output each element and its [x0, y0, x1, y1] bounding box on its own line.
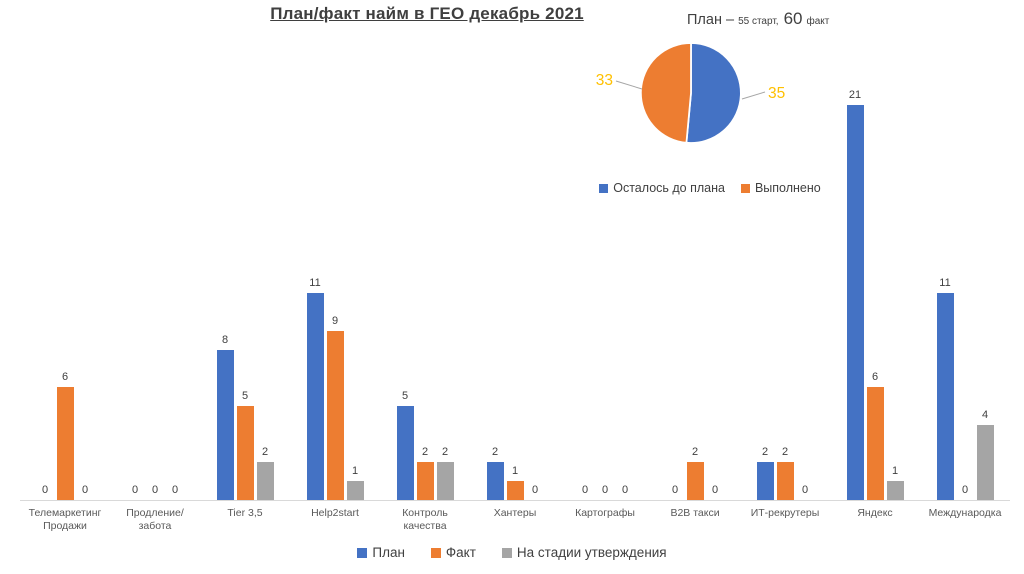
leader-line: [741, 91, 766, 100]
bar-value-label: 0: [961, 484, 969, 496]
legend-label: План: [372, 545, 405, 560]
legend-item: На стадии утверждения: [501, 545, 667, 560]
bar-value-label: 21: [848, 89, 862, 101]
pie-slice-0: [685, 42, 742, 144]
bar: [216, 350, 234, 500]
bar: [936, 293, 954, 500]
pie-title: План –55 старт, 60 факт: [687, 9, 829, 29]
chart-title: План/факт найм в ГЕО декабрь 2021: [270, 4, 584, 23]
pie-slice-1: [640, 42, 692, 144]
bar: [56, 387, 74, 500]
bar-value-label: 0: [171, 484, 179, 496]
legend-swatch: [357, 547, 368, 558]
bar-value-label: 6: [61, 371, 69, 383]
category-label: Продление/забота: [126, 507, 184, 532]
bar-value-label: 0: [531, 484, 539, 496]
bar-value-label: 4: [981, 409, 989, 421]
bar: [306, 293, 324, 500]
bar: [506, 481, 524, 500]
pie-data-label: 33: [596, 72, 613, 89]
pie-title-fact-number: 60: [783, 9, 803, 28]
leader-line: [615, 80, 643, 90]
pie-title-plan-detail: 55 старт,: [738, 16, 779, 27]
legend-item: Осталось до плана: [599, 181, 725, 195]
bar-value-label: 0: [81, 484, 89, 496]
bar: [396, 406, 414, 500]
bar-value-label: 0: [581, 484, 589, 496]
legend-swatch: [501, 547, 512, 558]
legend-item: Факт: [430, 545, 476, 560]
category-label: B2B такси: [670, 507, 720, 519]
bar: [236, 406, 254, 500]
bar-value-label: 9: [331, 315, 339, 327]
bar: [846, 105, 864, 500]
bar-value-label: 0: [601, 484, 609, 496]
bar: [326, 331, 344, 500]
legend-swatch: [740, 183, 750, 193]
pie-chart: 35 33: [596, 42, 785, 144]
bar-value-label: 2: [441, 446, 449, 458]
bar: [756, 462, 774, 500]
bar-value-label: 5: [401, 390, 409, 402]
bar: [776, 462, 794, 500]
bar-value-label: 2: [261, 446, 269, 458]
bar-value-label: 0: [151, 484, 159, 496]
bar-value-label: 8: [221, 334, 229, 346]
category-label: Картографы: [575, 507, 635, 519]
category-label: Яндекс: [857, 507, 893, 519]
category-label: Телемаркетинг Продажи: [28, 507, 102, 532]
pie-data-label: 35: [768, 85, 785, 102]
category-label: Международка: [928, 507, 1002, 519]
legend-label: На стадии утверждения: [516, 545, 667, 560]
legend-swatch: [430, 547, 441, 558]
bar-value-label: 2: [421, 446, 429, 458]
bar-value-label: 5: [241, 390, 249, 402]
bar-legend: План Факт На стадии утверждения: [0, 545, 1024, 560]
legend-item: План: [357, 545, 405, 560]
bar-value-label: 0: [711, 484, 719, 496]
pie-legend: Осталось до плана Выполнено: [575, 181, 845, 195]
category-label: Tier 3,5: [227, 507, 263, 519]
bar-value-label: 2: [691, 446, 699, 458]
bar-value-label: 2: [491, 446, 499, 458]
legend-item: Выполнено: [740, 181, 821, 195]
bar: [886, 481, 904, 500]
legend-label: Факт: [445, 545, 476, 560]
bar: [486, 462, 504, 500]
bar: [686, 462, 704, 500]
x-axis-line: [20, 500, 1010, 501]
legend-label: Выполнено: [754, 181, 821, 195]
bar-value-label: 1: [511, 465, 519, 477]
bar-value-label: 2: [781, 446, 789, 458]
category-label: Контроль качества: [402, 507, 448, 532]
pie-title-main: План –: [687, 12, 735, 28]
category-label: ИТ-рекрутеры: [750, 507, 820, 519]
bar-value-label: 1: [351, 465, 359, 477]
category-axis-labels: Телемаркетинг Продажи Продление/забота Tie…: [20, 507, 1010, 532]
legend-label: Осталось до плана: [613, 181, 725, 195]
bar-value-label: 0: [41, 484, 49, 496]
bar-value-label: 0: [131, 484, 139, 496]
pie-title-fact-word: факт: [806, 16, 830, 27]
bar: [256, 462, 274, 500]
bar-value-label: 0: [621, 484, 629, 496]
bar-value-label: 0: [671, 484, 679, 496]
bar-value-label: 1: [891, 465, 899, 477]
category-label: Help2start: [311, 507, 359, 519]
bar: [866, 387, 884, 500]
bar-value-label: 11: [309, 277, 321, 289]
category-label: Хантеры: [493, 507, 537, 519]
bar: [976, 425, 994, 500]
bar: [416, 462, 434, 500]
bar-value-label: 6: [871, 371, 879, 383]
bar: [436, 462, 454, 500]
bar-value-label: 0: [801, 484, 809, 496]
bar: [346, 481, 364, 500]
legend-swatch: [599, 183, 609, 193]
bar-value-label: 11: [939, 277, 951, 289]
bar-value-label: 2: [761, 446, 769, 458]
